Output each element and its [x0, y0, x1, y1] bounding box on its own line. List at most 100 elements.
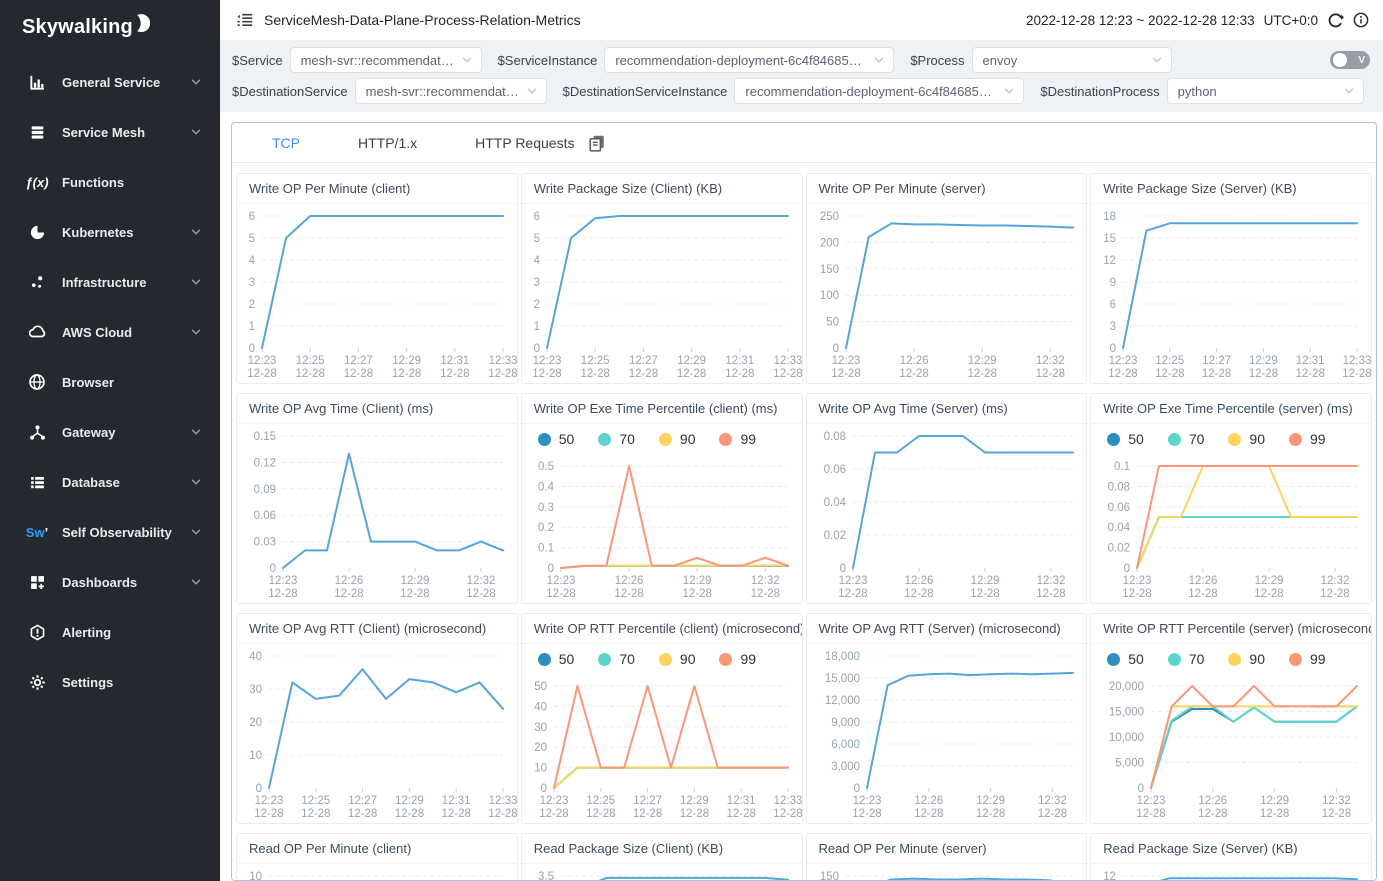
chevron-down-icon	[873, 54, 885, 66]
legend-item-p90[interactable]: 90	[1228, 431, 1265, 447]
svg-text:0.03: 0.03	[254, 537, 276, 549]
chart-plot[interactable]: 01020304012:2312-2812:2512-2812:2712-281…	[237, 644, 517, 822]
destination-process-select[interactable]: python	[1166, 78, 1364, 104]
service-instance-select[interactable]: recommendation-deployment-6c4f846859-l8r…	[604, 47, 895, 73]
legend-item-p99[interactable]: 99	[1288, 651, 1326, 667]
sidebar-item-self-observability[interactable]: Sw’ Self Observability	[0, 507, 220, 557]
svg-text:12:23: 12:23	[852, 795, 881, 807]
sidebar-item-browser[interactable]: Browser	[0, 357, 220, 407]
chart-plot[interactable]: 03,0006,0009,00012,00015,00018,00012:231…	[807, 644, 1087, 822]
chart-card-write-package-size-client-kb: Write Package Size (Client) (KB) 0 1 2 3 4 5 6 1…	[520, 173, 803, 384]
svg-text:12:31: 12:31	[1296, 355, 1325, 367]
chart-card-write-op-avg-rtt-client-microsecond: Write OP Avg RTT (Client) (microsecond) 0…	[236, 613, 518, 824]
sidebar-nav: General Service Service Mesh ƒ(x) Functions…	[0, 57, 220, 707]
sidebar-item-database[interactable]: Database	[0, 457, 220, 507]
svg-text:12:23: 12:23	[255, 795, 284, 807]
legend-item-p50[interactable]: 50	[537, 651, 575, 667]
sidebar-item-functions[interactable]: ƒ(x) Functions	[0, 157, 220, 207]
svg-text:0.02: 0.02	[823, 530, 845, 542]
svg-text:12-28: 12-28	[1037, 808, 1066, 820]
svg-text:12:23: 12:23	[248, 355, 277, 367]
legend-item-p50[interactable]: 50	[1107, 651, 1144, 667]
legend-item-p70[interactable]: 70	[1167, 651, 1204, 667]
refresh-icon[interactable]	[1327, 12, 1344, 29]
layers-icon	[26, 124, 48, 141]
chart-title: Write OP Per Minute (client)	[237, 174, 517, 204]
chart-plot[interactable]: 0102030405012:2312-2812:2512-2812:2712-2…	[522, 674, 802, 822]
dashboard-list-icon[interactable]	[236, 11, 254, 29]
destination-service-instance-select[interactable]: recommendation-deployment-6c4f846859-l8r…	[734, 78, 1025, 104]
copy-icon[interactable]	[588, 134, 606, 152]
service-instance-label: $ServiceInstance	[497, 52, 598, 68]
svg-text:30: 30	[534, 722, 547, 734]
svg-text:12:29: 12:29	[1260, 795, 1289, 807]
sidebar-item-alerting[interactable]: Alerting	[0, 607, 220, 657]
chart-title: Write OP Avg Time (Server) (ms)	[806, 394, 1087, 424]
svg-text:20,000: 20,000	[1109, 681, 1144, 693]
chart-plot[interactable]: 05,00010,00015,00020,00012:2312-2812:261…	[1091, 674, 1371, 822]
chart-plot[interactable]: 00.030.060.090.120.1512:2312-2812:2612-2…	[237, 424, 517, 602]
legend-item-p90[interactable]: 90	[658, 651, 695, 667]
service-select[interactable]: mesh-svr::recommendation	[289, 47, 482, 73]
chart-plot[interactable]: 00.020.040.060.080.112:2312-2812:2612-28…	[1091, 454, 1371, 602]
sidebar-item-aws-cloud[interactable]: AWS Cloud	[0, 307, 220, 357]
destination-service-select[interactable]: mesh-svr::recommendation	[354, 78, 547, 104]
chart-title: Write OP Exe Time Percentile (server) (m…	[1091, 394, 1371, 424]
sidebar-item-label: Settings	[62, 674, 114, 690]
chart-plot[interactable]: 05010015020025012:2312-2812:2612-2812:29…	[807, 204, 1087, 382]
sidebar-item-general-service[interactable]: General Service	[0, 57, 220, 107]
svg-text:1: 1	[533, 321, 539, 333]
svg-text:20: 20	[534, 742, 547, 754]
time-range[interactable]: 2022-12-28 12:23 ~ 2022-12-28 12:33	[1026, 12, 1255, 28]
cloud-icon	[26, 323, 48, 341]
legend-item-p99[interactable]: 99	[719, 651, 756, 667]
chart-plot[interactable]: 015012:2312-2812:2612-2812:2912-2812:321…	[807, 864, 1087, 881]
legend-item-p90[interactable]: 90	[1228, 651, 1265, 667]
svg-text:100: 100	[819, 290, 838, 302]
chart-plot[interactable]: 01012:2312-2812:2512-2812:2712-2812:2912…	[237, 864, 517, 881]
legend-item-p90[interactable]: 90	[658, 431, 695, 447]
sidebar-item-service-mesh[interactable]: Service Mesh	[0, 107, 220, 157]
tab-tcp[interactable]: TCP	[272, 134, 300, 151]
legend-label: 50	[558, 651, 575, 667]
legend-item-p70[interactable]: 70	[598, 431, 635, 447]
sidebar-item-gateway[interactable]: Gateway	[0, 407, 220, 457]
svg-text:0.09: 0.09	[254, 484, 276, 496]
sidebar-item-dashboards[interactable]: Dashboards	[0, 557, 220, 607]
chevron-down-icon	[190, 226, 202, 238]
svg-text:0.2: 0.2	[538, 522, 554, 534]
legend-item-p70[interactable]: 70	[598, 651, 635, 667]
svg-text:12:25: 12:25	[296, 355, 325, 367]
svg-text:0.12: 0.12	[254, 457, 276, 469]
chart-plot[interactable]: 01212:2312-2812:2512-2812:2712-2812:2912…	[1091, 864, 1371, 881]
sidebar-item-infrastructure[interactable]: Infrastructure	[0, 257, 220, 307]
sidebar-item-settings[interactable]: Settings	[0, 657, 220, 707]
svg-text:12-28: 12-28	[614, 588, 643, 600]
sidebar-item-kubernetes[interactable]: Kubernetes	[0, 207, 220, 257]
svg-text:10,000: 10,000	[1109, 732, 1144, 744]
app-logo[interactable]: Skywalking	[0, 0, 220, 47]
svg-text:12:29: 12:29	[392, 355, 421, 367]
tab-http-requests[interactable]: HTTP Requests	[475, 134, 575, 151]
svg-text:250: 250	[819, 211, 838, 223]
svg-text:12-28: 12-28	[400, 588, 429, 600]
tab-http-1-x[interactable]: HTTP/1.x	[358, 134, 418, 151]
legend-item-p70[interactable]: 70	[1167, 431, 1204, 447]
chart-plot[interactable]: 00.020.040.060.0812:2312-2812:2612-2812:…	[807, 424, 1087, 602]
service-field: $Service mesh-svr::recommendation	[232, 47, 482, 73]
legend-item-p50[interactable]: 50	[537, 431, 574, 447]
value-toggle[interactable]: V	[1330, 51, 1370, 69]
chart-plot[interactable]: 012345612:2312-2812:2512-2812:2712-2812:…	[522, 204, 802, 382]
chart-plot[interactable]: 00.10.20.30.40.512:2312-2812:2612-2812:2…	[522, 454, 802, 602]
process-select[interactable]: envoy	[971, 47, 1172, 73]
chart-plot[interactable]: 012345612:2312-2812:2512-2812:2712-2812:…	[237, 204, 517, 382]
svg-text:12-28: 12-28	[586, 808, 615, 820]
svg-text:4: 4	[533, 255, 540, 267]
info-icon[interactable]	[1353, 12, 1369, 28]
svg-text:12-28: 12-28	[1123, 588, 1152, 600]
chart-plot[interactable]: 03.512:2312-2812:2512-2812:2712-2812:291…	[522, 864, 802, 881]
legend-item-p50[interactable]: 50	[1107, 431, 1144, 447]
legend-item-p99[interactable]: 99	[1288, 431, 1326, 447]
chart-plot[interactable]: 036912151812:2312-2812:2512-2812:2712-28…	[1091, 204, 1371, 382]
legend-item-p99[interactable]: 99	[719, 431, 756, 447]
